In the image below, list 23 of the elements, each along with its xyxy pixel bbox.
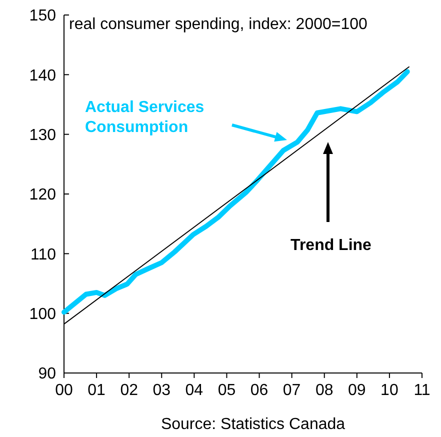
y-tick-label: 140 (29, 67, 56, 84)
x-tick-label: 09 (348, 382, 366, 399)
y-tick-label: 120 (29, 186, 56, 204)
y-tick-label: 130 (29, 126, 56, 144)
x-tick-label: 01 (88, 382, 106, 399)
y-tick-label: 150 (29, 8, 56, 25)
y-tick-label: 110 (30, 246, 56, 264)
x-tick-label: 04 (185, 382, 204, 399)
x-tick-label: 06 (250, 382, 268, 399)
x-tick-label: 02 (120, 382, 138, 399)
x-tick-label: 10 (380, 382, 398, 399)
text: Trend Line (290, 237, 372, 254)
x-tick-label: 05 (218, 382, 236, 399)
text: Actual Services Consumption (85, 99, 204, 136)
chart-title: real consumer spending, index: 2000=100 (69, 16, 368, 33)
x-tick-label: 00 (55, 382, 73, 399)
x-tick-label: 08 (315, 382, 334, 399)
source-note: Source: Statistics Canada (160, 416, 346, 433)
y-tick-label: 90 (38, 366, 56, 383)
x-tick-label: 07 (282, 382, 301, 399)
x-tick-label: 11 (414, 382, 430, 399)
x-tick-label: 03 (152, 382, 171, 399)
y-tick-label: 100 (29, 306, 56, 323)
